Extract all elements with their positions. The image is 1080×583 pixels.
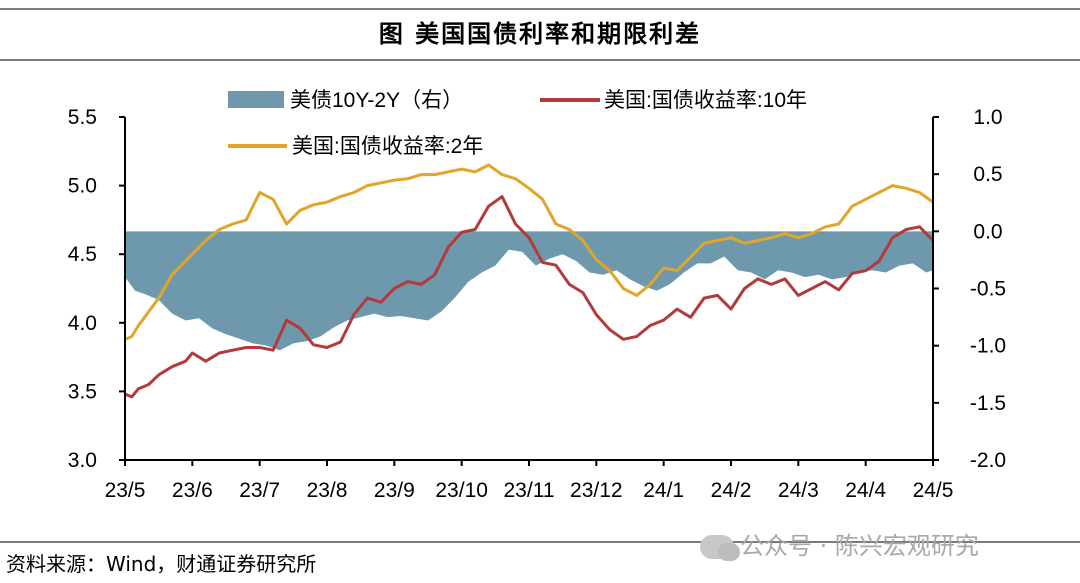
left-tick-label: 4.0 [68,312,97,335]
x-tick-label: 24/1 [643,479,684,502]
chart: 3.0 3.5 4.0 4.5 5.0 5.5 -2.0 -1.5 -1.0 -0.5 0.0 0.5… [68,89,1006,502]
left-tick-label: 3.0 [68,449,97,472]
x-tick-label: 23/8 [307,479,348,502]
title-rule [0,59,1080,61]
series-area-spread [125,231,933,351]
right-tick-label: -2.0 [970,449,1006,472]
right-tick-label: 1.0 [973,106,1002,129]
series-line-10y [124,195,935,399]
chart-title: 图 美国国债利率和期限利差 [378,19,702,48]
x-tick-label: 23/7 [239,479,280,502]
right-tick-label: -0.5 [970,278,1006,301]
top-rule [0,8,1080,10]
x-tick-label: 23/11 [504,479,555,502]
watermark-text: 公众号 · 陈兴宏观研究 [740,532,979,560]
x-tick-label: 24/5 [913,479,954,502]
left-tick-label: 3.5 [68,380,97,403]
right-tick-label: -1.0 [970,335,1006,358]
x-tick-label: 23/10 [435,479,488,502]
wechat-icon [700,535,740,561]
bottom-rule [0,541,1080,543]
x-tick-label: 23/5 [105,479,146,502]
left-tick-label: 5.5 [68,106,97,129]
right-tick-label: 0.0 [973,220,1002,243]
legend-label-10y: 美国:国债收益率:10年 [604,89,807,112]
right-tick-label: -1.5 [970,392,1006,415]
left-tick-label: 5.0 [68,175,97,198]
legend-swatch-spread [228,91,284,108]
x-tick-label: 23/9 [374,479,415,502]
watermark: 公众号 · 陈兴宏观研究 [700,526,979,561]
x-tick-label: 24/2 [711,479,752,502]
legend-label-2y: 美国:国债收益率:2年 [292,135,483,158]
right-tick-label: 0.5 [973,163,1002,186]
x-tick-label: 23/12 [570,479,623,502]
left-tick-label: 4.5 [68,243,97,266]
source-note: 资料来源：Wind，财通证券研究所 [6,552,317,576]
x-tick-label: 24/4 [845,479,886,502]
series-line-2y [124,163,934,341]
legend-label-spread: 美债10Y-2Y（右） [290,89,463,112]
x-tick-label: 24/3 [778,479,819,502]
x-tick-label: 23/6 [172,479,213,502]
